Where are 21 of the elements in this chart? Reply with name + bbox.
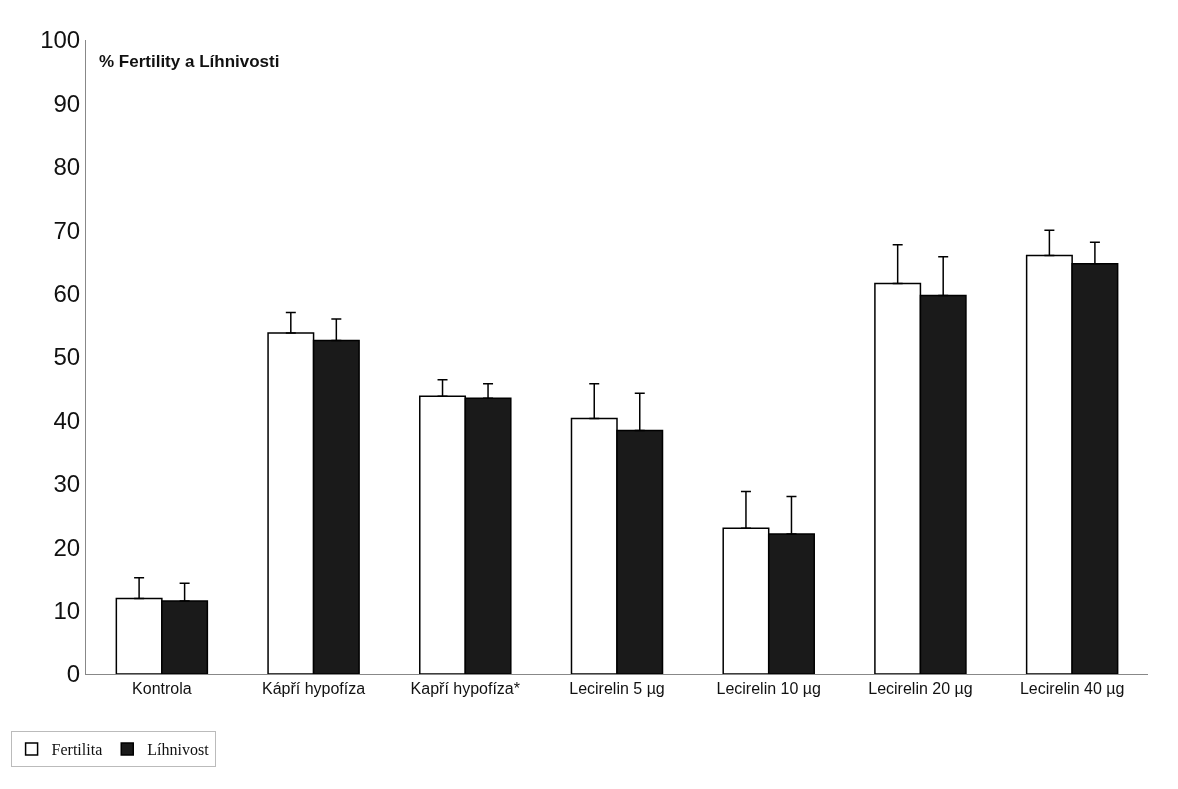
y-tick-label: 0: [66, 660, 81, 688]
x-tick-label: Lecirelin 40 µg: [1019, 680, 1125, 698]
y-tick-label: 90: [53, 89, 81, 117]
y-tick-label: 100: [40, 26, 81, 54]
y-tick-label: 50: [53, 343, 81, 371]
y-tick-label: 80: [53, 153, 81, 181]
legend-label: Fertilita: [51, 741, 103, 759]
y-tick-label: 40: [53, 406, 81, 434]
y-tick-label: 70: [53, 216, 81, 244]
y-tick-label: 20: [53, 533, 81, 561]
x-tick-label: Kápří hypofíza: [261, 680, 366, 698]
x-tick-label: Kontrola: [132, 680, 192, 698]
x-tick-label: Lecirelin 20 µg: [868, 680, 973, 698]
y-tick-label: 10: [53, 597, 81, 624]
x-tick-label: Lecirelin 5 µg: [569, 680, 665, 698]
x-tick-label: Lecirelin 10 µg: [716, 680, 821, 698]
legend-label: Líhnivost: [147, 741, 210, 759]
y-tick-label: 30: [53, 470, 81, 498]
y-tick-label: 60: [53, 280, 81, 307]
x-tick-label: Kapří hypofíza*: [410, 680, 520, 698]
text: % Fertility a Líhnivosti: [99, 52, 280, 71]
